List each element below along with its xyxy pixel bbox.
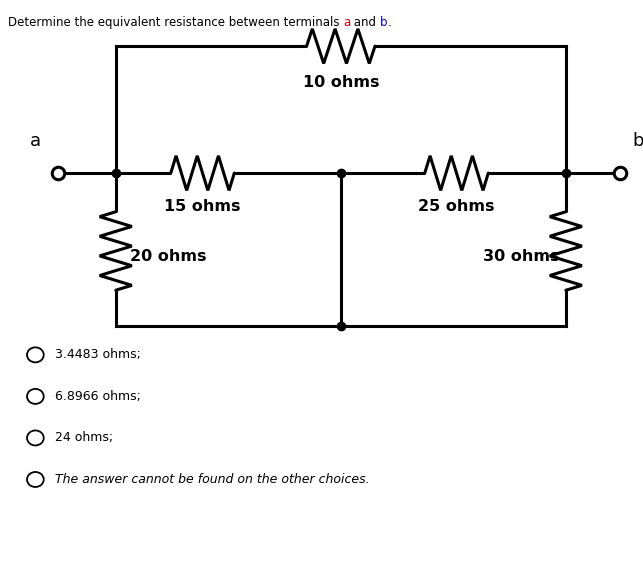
Text: 30 ohms: 30 ohms — [483, 249, 559, 264]
Text: 25 ohms: 25 ohms — [419, 199, 494, 214]
Text: .: . — [388, 16, 391, 29]
Text: 24 ohms;: 24 ohms; — [55, 432, 113, 444]
Text: 10 ohms: 10 ohms — [303, 75, 379, 90]
Text: 20 ohms: 20 ohms — [130, 249, 206, 264]
Text: a: a — [343, 16, 350, 29]
Text: a: a — [30, 132, 41, 151]
Text: b: b — [380, 16, 388, 29]
Text: 3.4483 ohms;: 3.4483 ohms; — [55, 349, 141, 361]
Text: 6.8966 ohms;: 6.8966 ohms; — [55, 390, 141, 403]
Text: Determine the equivalent resistance between terminals: Determine the equivalent resistance betw… — [8, 16, 343, 29]
Text: 15 ohms: 15 ohms — [165, 199, 240, 214]
Text: The answer cannot be found on the other choices.: The answer cannot be found on the other … — [55, 473, 369, 486]
Text: b: b — [633, 132, 643, 151]
Text: and: and — [350, 16, 380, 29]
